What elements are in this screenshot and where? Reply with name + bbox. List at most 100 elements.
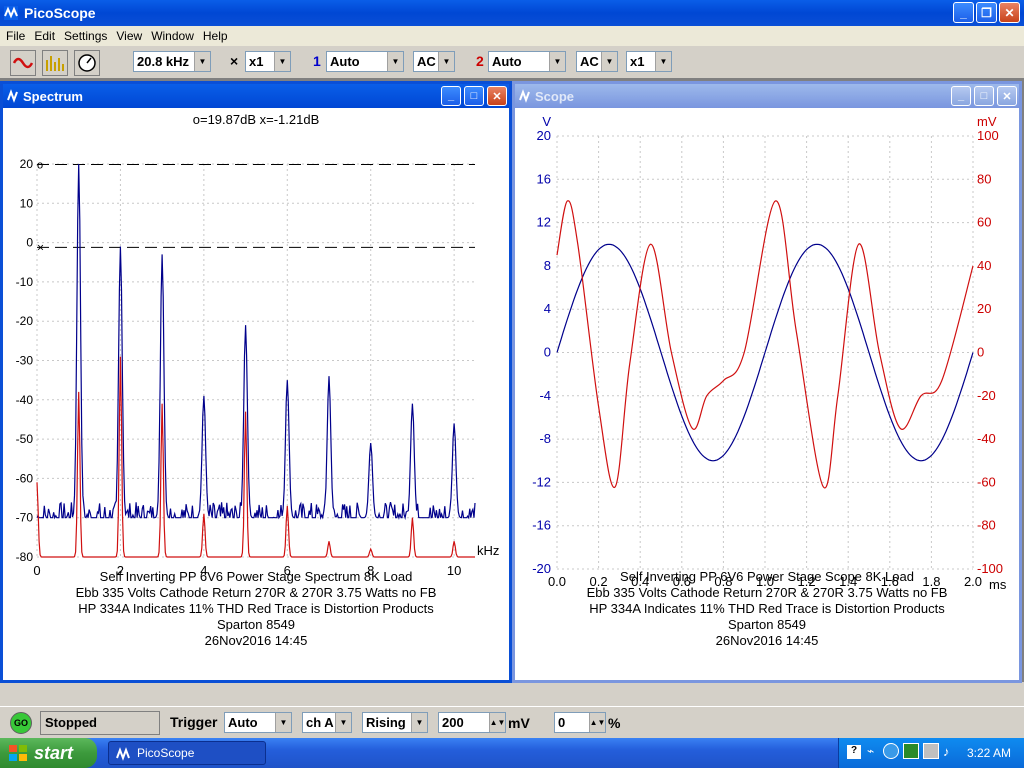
spectrum-xtick-label: 6 xyxy=(284,563,291,578)
scope-caption: Self Inverting PP 6V6 Power Stage Scope … xyxy=(515,569,1019,649)
scope-ytick-right: 0 xyxy=(977,345,984,360)
trigger-edge-select[interactable]: Rising ▼ xyxy=(362,712,428,733)
help-icon[interactable]: ? xyxy=(847,745,861,759)
spectrum-xtick-label: 0 xyxy=(33,563,40,578)
chevron-down-icon: ▼ xyxy=(411,713,427,732)
spectrum-trace-red xyxy=(36,356,475,558)
channel-b-label: 2 xyxy=(476,53,484,69)
caption-line: Ebb 335 Volts Cathode Return 270R & 270R… xyxy=(75,585,437,600)
chevron-down-icon: ▼ xyxy=(655,52,671,71)
scope-ytick-right: -20 xyxy=(977,388,996,403)
scope-ytick-left: 12 xyxy=(537,215,551,230)
scope-close-button[interactable]: ✕ xyxy=(997,86,1017,106)
scope-ytick-right: -80 xyxy=(977,518,996,533)
start-label: start xyxy=(34,742,74,763)
app-tray-icon[interactable] xyxy=(923,743,939,759)
menu-settings[interactable]: Settings xyxy=(64,29,108,43)
menu-window[interactable]: Window xyxy=(151,29,194,43)
marker-o-symbol: o xyxy=(37,160,43,172)
spectrum-view-button[interactable] xyxy=(42,50,68,76)
scope-ytick-right: 80 xyxy=(977,171,991,186)
meter-view-button[interactable] xyxy=(74,50,100,76)
scope-trace-blue xyxy=(556,243,974,462)
scope-minimize-button[interactable]: _ xyxy=(951,86,971,106)
marker-x-symbol: × xyxy=(37,240,44,254)
scope-ytick-left: -20 xyxy=(532,561,551,576)
trigger-level-input[interactable]: 200 ▲▼ xyxy=(438,712,506,733)
spinner-icon[interactable]: ▲▼ xyxy=(589,713,605,732)
pretrigger-value: 0 xyxy=(558,715,566,730)
caption-line: 26Nov2016 14:45 xyxy=(204,633,308,648)
trigger-channel-select[interactable]: ch A ▼ xyxy=(302,712,352,733)
channel-b-coupling-select[interactable]: AC ▼ xyxy=(576,51,618,72)
security-icon[interactable] xyxy=(903,743,919,759)
run-status-text: Stopped xyxy=(45,715,97,730)
scope-yunit-left: V xyxy=(542,114,551,129)
menu-edit[interactable]: Edit xyxy=(34,29,56,43)
channel-a-coupling-select[interactable]: AC ▼ xyxy=(413,51,455,72)
app-title: PicoScope xyxy=(24,5,96,21)
close-button[interactable]: ✕ xyxy=(999,2,1020,23)
spectrum-minimize-button[interactable]: _ xyxy=(441,86,461,106)
spectrum-xtick-label: 4 xyxy=(200,563,207,578)
trigger-toolbar: GO Stopped Trigger Auto ▼ ch A ▼ Rising ▼ 2… xyxy=(0,706,1024,738)
scope-ytick-left: -4 xyxy=(539,388,551,403)
channel-b-mult-select[interactable]: x1 ▼ xyxy=(626,51,672,72)
scope-ytick-left: 20 xyxy=(537,128,551,143)
menu-view[interactable]: View xyxy=(116,29,143,43)
volume-icon[interactable]: ♪ xyxy=(943,744,950,759)
taskbar: start PicoScope ? ⌁ ♪ 3:22 AM xyxy=(0,738,1024,768)
taskbar-picoscope[interactable]: PicoScope xyxy=(108,741,266,765)
start-button[interactable]: start xyxy=(0,738,97,768)
spinner-icon[interactable]: ▲▼ xyxy=(489,713,505,732)
trigger-channel-value: ch A xyxy=(306,715,334,730)
scope-ytick-left: 16 xyxy=(537,171,551,186)
scope-ytick-left: 4 xyxy=(544,301,551,316)
chevron-down-icon: ▼ xyxy=(549,52,565,71)
go-button[interactable]: GO xyxy=(10,712,32,734)
spectrum-trace-blue xyxy=(36,163,476,521)
x-mult-select[interactable]: x1 ▼ xyxy=(245,51,291,72)
scope-view-button[interactable] xyxy=(10,50,36,76)
channel-a-range-select[interactable]: Auto ▼ xyxy=(326,51,404,72)
scope-ytick-left: 8 xyxy=(544,258,551,273)
scope-titlebar[interactable]: Scope _ □ ✕ xyxy=(515,84,1019,108)
chevron-down-icon: ▼ xyxy=(194,52,210,71)
mdi-workspace: Spectrum _ □ ✕ o=19.87dB x=-1.21dB 20 10 0-… xyxy=(0,78,1024,683)
network-icon[interactable]: ⌁ xyxy=(867,744,875,758)
pretrigger-input[interactable]: 0 ▲▼ xyxy=(554,712,606,733)
scope-xtick-label: 2.0 xyxy=(964,574,982,589)
trigger-edge-value: Rising xyxy=(366,715,406,730)
back-icon[interactable] xyxy=(883,743,899,759)
spectrum-close-button[interactable]: ✕ xyxy=(487,86,507,106)
trigger-mode-value: Auto xyxy=(228,715,258,730)
chevron-down-icon: ▼ xyxy=(335,713,351,732)
scope-xtick-label: 0.6 xyxy=(673,574,691,589)
menu-file[interactable]: File xyxy=(6,29,26,43)
trigger-mode-select[interactable]: Auto ▼ xyxy=(224,712,292,733)
spectrum-ytick-label: -50 xyxy=(16,432,34,446)
scope-xtick-label: 1.6 xyxy=(881,574,899,589)
channel-b-range-select[interactable]: Auto ▼ xyxy=(488,51,566,72)
restore-button[interactable]: ❐ xyxy=(976,2,997,23)
taskbar-picoscope-label: PicoScope xyxy=(137,746,195,760)
picoscope-icon xyxy=(116,747,130,761)
spectrum-bars-icon xyxy=(46,56,64,71)
spectrum-titlebar[interactable]: Spectrum _ □ ✕ xyxy=(3,84,509,108)
scope-ytick-right: 20 xyxy=(977,301,991,316)
spectrum-plot[interactable]: o=19.87dB x=-1.21dB20100-10-20-30-40-50-… xyxy=(3,108,509,680)
x-mult-value: x1 xyxy=(249,54,264,69)
spectrum-maximize-button[interactable]: □ xyxy=(464,86,484,106)
timebase-select[interactable]: 20.8 kHz ▼ xyxy=(133,51,211,72)
minimize-button[interactable]: _ xyxy=(953,2,974,23)
caption-line: HP 334A Indicates 11% THD Red Trace is D… xyxy=(78,601,434,616)
spectrum-ytick-label: 20 xyxy=(20,157,34,171)
scope-maximize-button[interactable]: □ xyxy=(974,86,994,106)
scope-xunit: ms xyxy=(989,577,1007,592)
spectrum-ytick-label: 0 xyxy=(26,236,33,250)
scope-yunit-right: mV xyxy=(977,114,997,129)
channel-a-label: 1 xyxy=(313,53,321,69)
menu-help[interactable]: Help xyxy=(202,29,228,43)
picoscope-icon xyxy=(4,6,18,20)
